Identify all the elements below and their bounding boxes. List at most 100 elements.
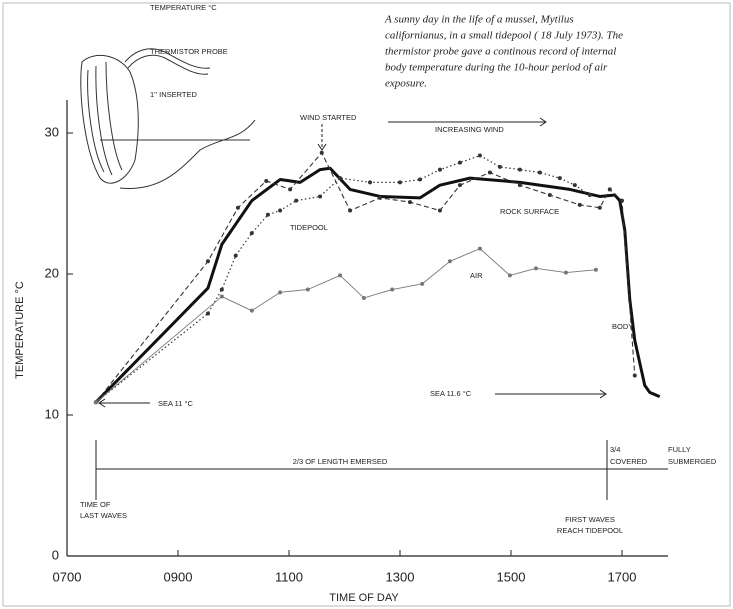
data-point — [607, 187, 612, 192]
event-label: TIME OF — [80, 500, 111, 509]
series-line — [95, 154, 591, 403]
data-point — [593, 267, 598, 272]
data-point — [577, 202, 582, 207]
caption-line: exposure. — [385, 78, 427, 90]
data-point — [437, 208, 442, 213]
x-tick-label: 1700 — [608, 569, 637, 584]
event-label: LAST WAVES — [80, 511, 127, 520]
inserted-label: 1'' INSERTED — [150, 90, 197, 99]
data-point — [557, 176, 562, 181]
data-point — [572, 183, 577, 188]
data-point — [338, 273, 343, 278]
inset-title: TEMPERATURE °C — [150, 3, 217, 12]
data-point — [264, 178, 269, 183]
data-point — [477, 246, 482, 251]
data-point — [319, 150, 324, 155]
y-axis-title: TEMPERATURE °C — [14, 281, 26, 379]
x-axis-title: TIME OF DAY — [329, 592, 399, 604]
data-point — [265, 212, 270, 217]
x-tick-label: 1100 — [275, 569, 303, 584]
series-label: AIR — [470, 271, 483, 280]
data-point — [233, 253, 238, 258]
annotation: WIND STARTED — [300, 113, 357, 122]
period-label: 2/3 OF LENGTH EMERSED — [293, 457, 388, 466]
period-label: 3/4 — [610, 445, 620, 454]
series-label: ROCK SURFACE — [500, 207, 559, 216]
caption-line: thermistor probe gave a continous record… — [385, 46, 616, 58]
data-point — [447, 259, 452, 264]
data-point — [507, 273, 512, 278]
data-point — [249, 231, 254, 236]
data-point — [620, 198, 624, 203]
annotation: SEA 11 °C — [158, 399, 194, 408]
data-point — [219, 294, 224, 299]
y-tick-label: 30 — [45, 124, 59, 139]
series-line — [94, 166, 661, 404]
series-label: TIDEPOOL — [290, 223, 328, 232]
data-point — [219, 287, 224, 292]
data-point — [318, 194, 323, 199]
data-point — [294, 198, 299, 203]
data-point — [533, 266, 538, 271]
data-point — [417, 177, 422, 182]
arrowhead — [599, 389, 607, 399]
annotation: SEA 11.6 °C — [430, 389, 472, 398]
data-point — [437, 167, 442, 172]
event-label: FIRST WAVES — [565, 515, 615, 524]
data-point — [338, 176, 343, 181]
data-point — [477, 153, 482, 158]
data-point — [497, 164, 502, 169]
y-tick-label: 0 — [52, 547, 59, 562]
period-label: SUBMERGED — [668, 457, 717, 466]
data-point — [587, 193, 592, 198]
data-point — [278, 208, 283, 213]
data-point — [205, 259, 210, 264]
data-point — [597, 205, 602, 210]
data-point — [420, 281, 425, 286]
arrowhead — [539, 117, 547, 127]
data-point — [305, 287, 310, 292]
y-tick-label: 10 — [45, 406, 59, 421]
annotation: INCREASING WIND — [435, 125, 504, 134]
data-point — [398, 180, 402, 185]
data-point — [205, 311, 210, 316]
series-label: BODY — [612, 322, 633, 331]
data-point — [517, 183, 522, 188]
data-point — [93, 400, 98, 405]
data-point — [487, 170, 492, 175]
event-label: REACH TIDEPOOL — [557, 526, 623, 535]
x-tick-label: 0700 — [53, 569, 82, 584]
arrowhead — [98, 398, 106, 408]
period-label: COVERED — [610, 457, 648, 466]
data-point — [288, 187, 293, 192]
caption-line: californianus, in a small tidepool ( 18 … — [385, 30, 623, 42]
data-point — [378, 195, 383, 200]
data-point — [517, 167, 522, 172]
data-point — [632, 373, 637, 378]
data-point — [547, 193, 552, 198]
x-tick-label: 1300 — [386, 569, 415, 584]
data-point — [368, 180, 373, 185]
data-point — [457, 183, 462, 188]
data-point — [407, 200, 412, 205]
arrowhead — [317, 143, 327, 151]
mussel-illustration — [80, 48, 256, 189]
data-point — [348, 208, 353, 213]
x-tick-label: 1500 — [497, 569, 526, 584]
data-point — [278, 290, 283, 295]
data-point — [563, 270, 568, 275]
probe-label: THERMISTOR PROBE — [150, 47, 228, 56]
data-point — [537, 170, 542, 175]
data-point — [249, 308, 254, 313]
caption-line: A sunny day in the life of a mussel, Myt… — [384, 14, 574, 26]
x-tick-label: 0900 — [164, 569, 193, 584]
data-point — [457, 160, 462, 165]
period-label: FULLY — [668, 445, 691, 454]
caption-line: body temperature during the 10-hour peri… — [385, 62, 608, 74]
data-point — [361, 295, 366, 300]
data-point — [390, 287, 395, 292]
data-point — [235, 205, 240, 210]
